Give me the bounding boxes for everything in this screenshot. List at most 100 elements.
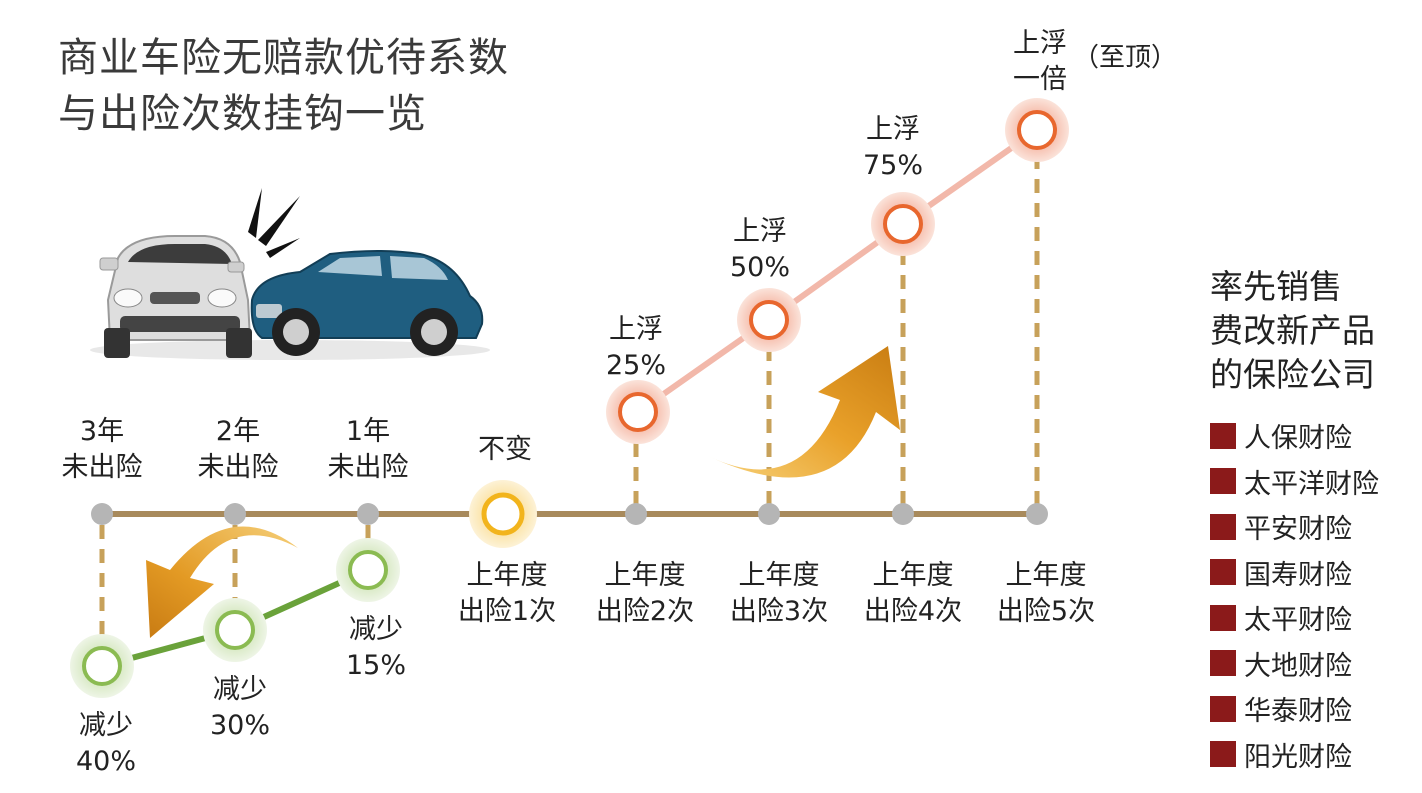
car-crash-illustration bbox=[90, 188, 490, 360]
timeline-node-5x bbox=[1026, 503, 1048, 525]
decrease-node-30 bbox=[203, 598, 267, 662]
label-line: 出险3次 bbox=[729, 596, 829, 627]
curved-up-arrow bbox=[708, 346, 900, 478]
legend-title-line: 率先销售 bbox=[1210, 267, 1342, 306]
legend-swatch bbox=[1210, 468, 1236, 495]
white-car-icon bbox=[99, 235, 252, 358]
page-title: 商业车险无赔款优待系数 与出险次数挂钩一览 bbox=[58, 30, 509, 142]
legend-item-label: 国寿财险 bbox=[1244, 559, 1352, 591]
timeline-nodes bbox=[91, 503, 1048, 525]
decrease-nodes bbox=[70, 538, 400, 698]
insurer-legend: 率先销售 费改新产品 的保险公司 人保财险 太平洋财险 平安财险 国寿财险 太平… bbox=[1210, 265, 1379, 777]
timeline-node-2x bbox=[625, 503, 647, 525]
increase-trend-line bbox=[636, 127, 1039, 415]
label-claims-3: 上年度 出险3次 bbox=[730, 558, 828, 630]
legend-item-label: 阳光财险 bbox=[1244, 741, 1352, 773]
title-line-1: 商业车险无赔款优待系数 bbox=[58, 35, 509, 81]
label-line: 3年 bbox=[79, 416, 125, 447]
legend-item: 太平洋财险 bbox=[1210, 459, 1379, 505]
label-line: 15% bbox=[345, 650, 407, 681]
legend-list: 人保财险 太平洋财险 平安财险 国寿财险 太平财险 大地财险 华泰财险 阳光财险 bbox=[1210, 413, 1379, 777]
legend-swatch bbox=[1210, 559, 1236, 586]
legend-item: 阳光财险 bbox=[1210, 732, 1379, 778]
label-decrease-40: 减少 40% bbox=[76, 708, 136, 780]
label-line: 上年度 bbox=[1005, 560, 1087, 591]
label-increase-75: 上浮 75% bbox=[863, 112, 923, 184]
label-line: 出险4次 bbox=[863, 596, 963, 627]
label-line: 75% bbox=[862, 150, 924, 181]
impact-lines-icon bbox=[248, 188, 300, 258]
label-line: 上年度 bbox=[466, 560, 548, 591]
legend-item: 太平财险 bbox=[1210, 595, 1379, 641]
label-line: 未出险 bbox=[197, 452, 279, 483]
legend-item-label: 大地财险 bbox=[1244, 650, 1352, 682]
legend-swatch bbox=[1210, 513, 1236, 540]
legend-item-label: 太平洋财险 bbox=[1244, 468, 1379, 500]
timeline-node-3x bbox=[758, 503, 780, 525]
timeline-node-2y bbox=[224, 503, 246, 525]
label-line: 30% bbox=[209, 710, 271, 741]
label-line: 出险2次 bbox=[595, 596, 695, 627]
label-unchanged: 不变 bbox=[478, 432, 532, 468]
label-line: 上年度 bbox=[738, 560, 820, 591]
legend-title-line: 费改新产品 bbox=[1210, 311, 1375, 350]
label-line: 50% bbox=[729, 252, 791, 283]
label-line: 上浮 bbox=[608, 314, 663, 345]
legend-item-label: 平安财险 bbox=[1244, 514, 1352, 546]
legend-item: 平安财险 bbox=[1210, 504, 1379, 550]
legend-item-label: 人保财险 bbox=[1244, 423, 1352, 455]
label-increase-50: 上浮 50% bbox=[730, 214, 790, 286]
label-line: 1年 bbox=[345, 416, 391, 447]
label-cap-note: （至顶） bbox=[1072, 43, 1178, 73]
timeline-node-1y bbox=[357, 503, 379, 525]
increase-node-75 bbox=[871, 192, 935, 256]
legend-swatch bbox=[1210, 650, 1236, 677]
timeline-node-4x bbox=[892, 503, 914, 525]
increase-node-25 bbox=[606, 380, 670, 444]
label-line: 上浮 bbox=[732, 216, 787, 247]
label-line: 2年 bbox=[215, 416, 261, 447]
label-increase-100: 上浮 一倍 bbox=[1013, 26, 1067, 98]
label-line: 未出险 bbox=[61, 452, 143, 483]
label-line: 上浮 bbox=[865, 114, 920, 145]
legend-swatch bbox=[1210, 604, 1236, 631]
legend-title: 率先销售 费改新产品 的保险公司 bbox=[1210, 265, 1379, 397]
label-1y-no-claim: 1年 未出险 bbox=[328, 414, 409, 486]
legend-item: 人保财险 bbox=[1210, 413, 1379, 459]
label-line: 不变 bbox=[478, 434, 532, 465]
label-claims-5: 上年度 出险5次 bbox=[997, 558, 1095, 630]
label-claims-4: 上年度 出险4次 bbox=[864, 558, 962, 630]
label-claims-2: 上年度 出险2次 bbox=[596, 558, 694, 630]
label-3y-no-claim: 3年 未出险 bbox=[62, 414, 143, 486]
label-line: 25% bbox=[605, 350, 667, 381]
legend-swatch bbox=[1210, 422, 1236, 449]
label-line: 上浮 bbox=[1013, 28, 1067, 59]
legend-item-label: 太平财险 bbox=[1244, 605, 1352, 637]
curved-left-arrow bbox=[146, 526, 298, 638]
legend-title-line: 的保险公司 bbox=[1210, 355, 1375, 394]
label-line: 减少 bbox=[348, 614, 403, 645]
label-line: 一倍 bbox=[1013, 64, 1067, 95]
increase-node-100 bbox=[1005, 98, 1069, 162]
increase-nodes bbox=[606, 98, 1069, 444]
label-line: 减少 bbox=[78, 710, 133, 741]
legend-swatch bbox=[1210, 695, 1236, 722]
label-line: 未出险 bbox=[327, 452, 409, 483]
legend-item: 国寿财险 bbox=[1210, 550, 1379, 596]
label-line: 出险1次 bbox=[457, 596, 557, 627]
decrease-node-15 bbox=[336, 538, 400, 602]
legend-item-label: 华泰财险 bbox=[1244, 696, 1352, 728]
decrease-node-40 bbox=[70, 634, 134, 698]
label-line: 40% bbox=[75, 746, 137, 777]
label-line: 出险5次 bbox=[996, 596, 1096, 627]
label-line: 上年度 bbox=[872, 560, 954, 591]
label-decrease-15: 减少 15% bbox=[346, 612, 406, 684]
label-claims-1: 上年度 出险1次 bbox=[458, 558, 556, 630]
label-line: 减少 bbox=[212, 674, 267, 705]
label-decrease-30: 减少 30% bbox=[210, 672, 270, 744]
increase-node-50 bbox=[737, 288, 801, 352]
label-increase-25: 上浮 25% bbox=[606, 312, 666, 384]
legend-item: 华泰财险 bbox=[1210, 686, 1379, 732]
label-line: 上年度 bbox=[604, 560, 686, 591]
